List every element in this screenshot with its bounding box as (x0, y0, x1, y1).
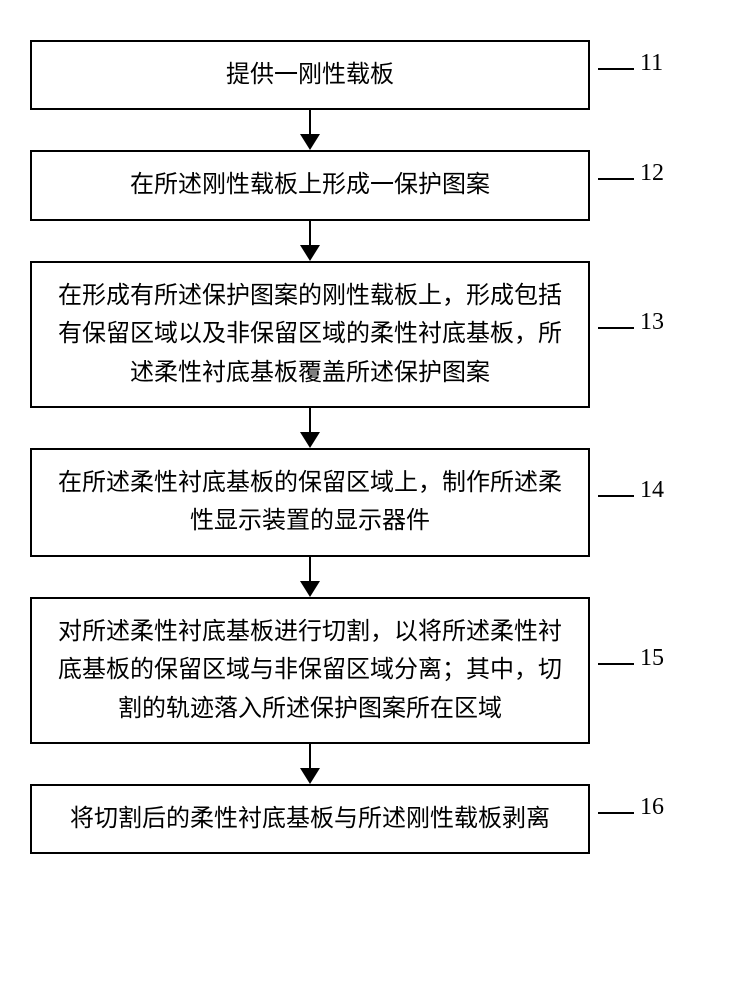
arrow-down (30, 408, 590, 448)
leader-line (598, 327, 634, 329)
step-row: 对所述柔性衬底基板进行切割，以将所述柔性衬底基板的保留区域与非保留区域分离；其中… (30, 597, 710, 744)
leader-line (598, 178, 634, 180)
leader-line (598, 812, 634, 814)
step-box-12: 在所述刚性载板上形成一保护图案 (30, 150, 590, 220)
step-label-leader: 13 (598, 321, 664, 348)
leader-line (598, 495, 634, 497)
step-label-leader: 12 (598, 172, 664, 199)
step-id-label: 12 (640, 160, 664, 187)
step-label-leader: 16 (598, 806, 664, 833)
step-text: 对所述柔性衬底基板进行切割，以将所述柔性衬底基板的保留区域与非保留区域分离；其中… (52, 613, 568, 728)
step-label-leader: 11 (598, 62, 663, 89)
arrow-down (30, 744, 590, 784)
step-row: 在所述刚性载板上形成一保护图案 12 (30, 150, 710, 220)
leader-line (598, 663, 634, 665)
step-box-16: 将切割后的柔性衬底基板与所述刚性载板剥离 (30, 784, 590, 854)
step-text: 在所述刚性载板上形成一保护图案 (130, 166, 490, 204)
step-label-leader: 15 (598, 657, 664, 684)
leader-line (598, 68, 634, 70)
step-box-13: 在形成有所述保护图案的刚性载板上，形成包括有保留区域以及非保留区域的柔性衬底基板… (30, 261, 590, 408)
step-id-label: 16 (640, 794, 664, 821)
step-label-leader: 14 (598, 489, 664, 516)
step-text: 提供一刚性载板 (226, 56, 394, 94)
step-box-14: 在所述柔性衬底基板的保留区域上，制作所述柔性显示装置的显示器件 (30, 448, 590, 557)
step-row: 提供一刚性载板 11 (30, 40, 710, 110)
step-row: 在所述柔性衬底基板的保留区域上，制作所述柔性显示装置的显示器件 14 (30, 448, 710, 557)
step-text: 在形成有所述保护图案的刚性载板上，形成包括有保留区域以及非保留区域的柔性衬底基板… (52, 277, 568, 392)
process-flowchart: 提供一刚性载板 11 在所述刚性载板上形成一保护图案 12 在形成有所述保护图案… (30, 40, 710, 854)
step-id-label: 15 (640, 645, 664, 672)
arrow-down (30, 221, 590, 261)
step-box-15: 对所述柔性衬底基板进行切割，以将所述柔性衬底基板的保留区域与非保留区域分离；其中… (30, 597, 590, 744)
step-row: 将切割后的柔性衬底基板与所述刚性载板剥离 16 (30, 784, 710, 854)
arrow-down (30, 557, 590, 597)
step-row: 在形成有所述保护图案的刚性载板上，形成包括有保留区域以及非保留区域的柔性衬底基板… (30, 261, 710, 408)
step-id-label: 11 (640, 50, 663, 77)
step-text: 将切割后的柔性衬底基板与所述刚性载板剥离 (70, 800, 550, 838)
step-box-11: 提供一刚性载板 (30, 40, 590, 110)
step-id-label: 13 (640, 309, 664, 336)
step-text: 在所述柔性衬底基板的保留区域上，制作所述柔性显示装置的显示器件 (52, 464, 568, 541)
step-id-label: 14 (640, 477, 664, 504)
arrow-down (30, 110, 590, 150)
